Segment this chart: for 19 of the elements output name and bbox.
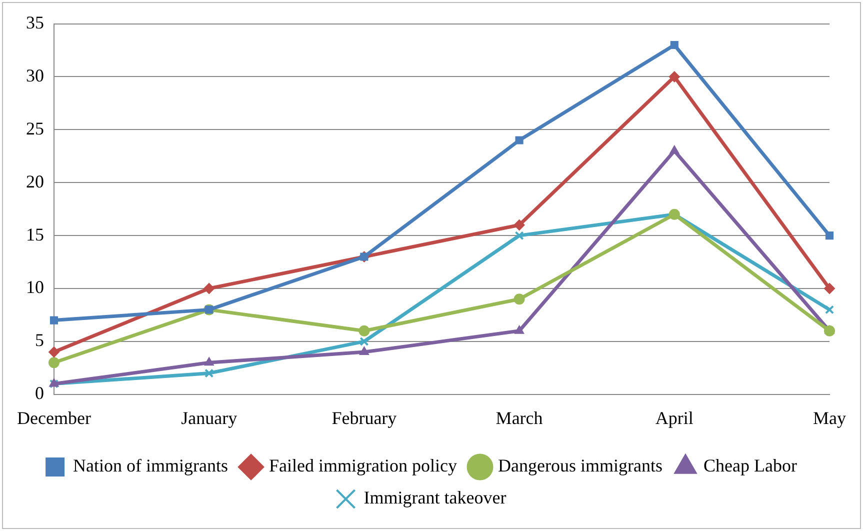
legend-label: Failed immigration policy (269, 456, 458, 476)
y-tick-label: 15 (26, 224, 44, 244)
y-tick-label: 30 (26, 65, 44, 86)
x-tick-label: March (496, 408, 543, 428)
y-tick-label: 20 (26, 171, 44, 192)
x-tick-label: May (813, 408, 846, 428)
y-tick-label: 10 (26, 277, 44, 298)
x-tick-label: December (17, 408, 91, 428)
legend-label: Dangerous immigrants (498, 456, 662, 476)
x-tick-label: April (655, 408, 694, 428)
y-tick-label: 25 (26, 118, 44, 138)
legend-label: Immigrant takeover (364, 488, 506, 508)
legend-label: Nation of immigrants (73, 456, 228, 476)
x-tick-label: February (332, 408, 397, 428)
y-tick-label: 5 (34, 330, 44, 350)
x-tick-label: January (181, 408, 238, 428)
y-tick-label: 0 (34, 383, 44, 404)
legend-label: Cheap Labor (703, 456, 797, 476)
y-tick-label: 35 (26, 12, 44, 33)
